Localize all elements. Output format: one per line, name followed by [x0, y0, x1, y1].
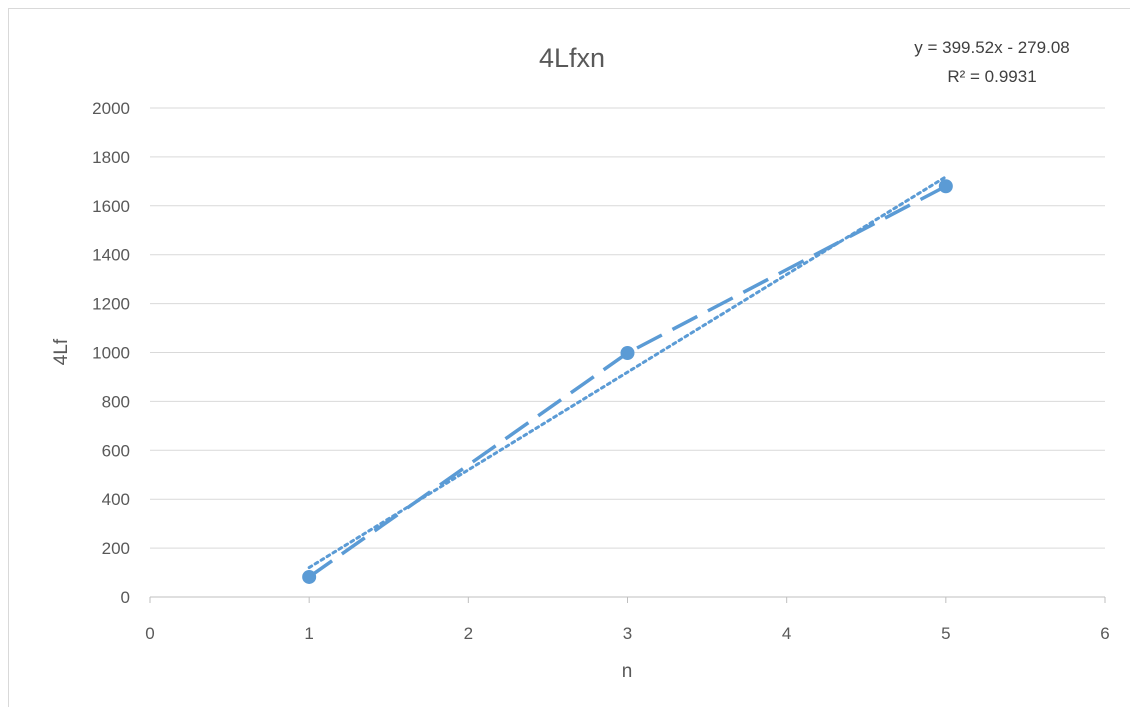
- y-tick-label-1400: 1400: [92, 246, 130, 265]
- y-tick-label-200: 200: [102, 539, 130, 558]
- x-tick-label-5: 5: [941, 624, 950, 643]
- series-group: [302, 179, 953, 584]
- data-point-5: [938, 179, 953, 194]
- x-tick-label-6: 6: [1100, 624, 1109, 643]
- gridlines: [150, 107, 1105, 549]
- y-axis-title: 4Lf: [51, 338, 72, 365]
- chart-frame: [8, 8, 1130, 707]
- axes: [149, 596, 1106, 603]
- y-tick-label-800: 800: [102, 392, 130, 411]
- x-tick-label-2: 2: [464, 624, 473, 643]
- y-tick-label-400: 400: [102, 490, 130, 509]
- data-point-1: [302, 569, 317, 584]
- y-tick-label-1000: 1000: [92, 344, 130, 363]
- trendline-r-squared: R² = 0.9931: [947, 67, 1036, 86]
- x-tick-label-4: 4: [782, 624, 791, 643]
- chart-title: 4Lfxn: [539, 43, 605, 73]
- y-tick-label-600: 600: [102, 441, 130, 460]
- y-tick-label-1200: 1200: [92, 295, 130, 314]
- x-tick-label-0: 0: [145, 624, 154, 643]
- y-tick-label-1800: 1800: [92, 148, 130, 167]
- tick-labels: 0 200 400 600 800 1000 1200 1400 1600 1800 2000 0 1 2…: [92, 99, 1110, 643]
- series-line-0: [308, 184, 947, 579]
- y-tick-label-0: 0: [121, 588, 130, 607]
- trendline-equation: y = 399.52x - 279.08: [914, 38, 1069, 57]
- data-point-3: [620, 345, 635, 360]
- x-axis-title: n: [622, 661, 633, 682]
- x-tick-label-1: 1: [304, 624, 313, 643]
- y-tick-label-2000: 2000: [92, 99, 130, 118]
- x-tick-label-3: 3: [623, 624, 632, 643]
- y-tick-label-1600: 1600: [92, 197, 130, 216]
